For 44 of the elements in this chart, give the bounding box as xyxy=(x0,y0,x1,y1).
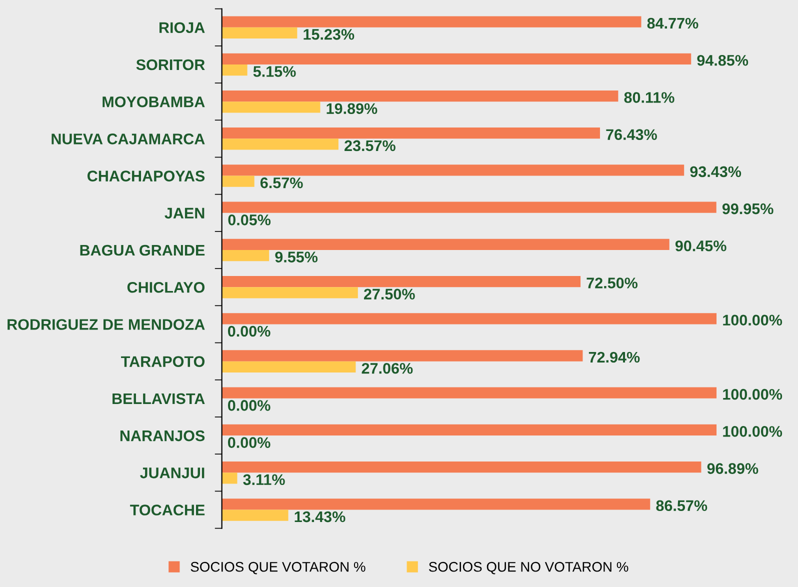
y-tick-label: CHACHAPOYAS xyxy=(88,170,205,182)
data-label: 6.57% xyxy=(260,177,303,188)
data-label: 76.43% xyxy=(606,129,657,140)
y-tick-label: RODRIGUEZ DE MENDOZA xyxy=(8,319,205,330)
data-label: 3.11% xyxy=(243,474,285,486)
data-label: 84.77% xyxy=(647,18,698,29)
data-label: 100.00% xyxy=(723,388,782,400)
data-label: 72.50% xyxy=(586,278,638,288)
y-tick-label: TARAPOTO xyxy=(121,356,205,368)
data-label: 0.00% xyxy=(228,326,270,337)
data-label: 93.43% xyxy=(690,166,742,178)
data-label: 19.89% xyxy=(326,103,378,114)
data-label: 5.15% xyxy=(253,66,296,77)
data-label: 9.55% xyxy=(275,252,318,262)
data-label: 0.05% xyxy=(228,214,271,226)
data-label: 72.94% xyxy=(588,352,640,363)
data-label: 100.00% xyxy=(723,426,782,437)
y-tick-label: BAGUA GRANDE xyxy=(80,244,205,256)
data-label: 100.00% xyxy=(723,314,782,326)
y-tick-label: SORITOR xyxy=(136,59,205,70)
data-label: 90.45% xyxy=(675,240,726,252)
y-tick-label: BELLAVISTA xyxy=(112,393,205,404)
data-label: 80.11% xyxy=(624,92,674,103)
y-tick-label: TOCACHE xyxy=(130,504,205,516)
data-label: 15.23% xyxy=(304,28,354,40)
y-tick-label: RIOJA xyxy=(160,22,205,34)
data-label: 13.43% xyxy=(294,511,346,522)
y-tick-label: CHICLAYO xyxy=(127,282,205,293)
data-label: 0.00% xyxy=(228,400,270,411)
data-label: 94.85% xyxy=(697,54,748,66)
y-tick-label: MOYOBAMBA xyxy=(102,96,205,108)
data-label: 99.95% xyxy=(722,203,774,214)
y-tick-label: JAEN xyxy=(164,208,204,219)
data-label: 23.57% xyxy=(344,140,396,152)
data-label: 27.06% xyxy=(362,362,413,374)
data-label: 27.50% xyxy=(364,288,415,300)
y-tick-label: JUANJUI xyxy=(140,468,204,478)
legend-label: SOCIOS QUE NO VOTARON % xyxy=(428,562,628,574)
legend-label: SOCIOS QUE VOTARON % xyxy=(190,562,366,574)
data-label: 96.89% xyxy=(707,463,758,474)
y-tick-label: NUEVA CAJAMARCA xyxy=(52,134,205,144)
y-tick-label: NARANJOS xyxy=(120,430,205,442)
data-label: 0.00% xyxy=(228,437,270,448)
data-label: 86.57% xyxy=(656,500,708,512)
